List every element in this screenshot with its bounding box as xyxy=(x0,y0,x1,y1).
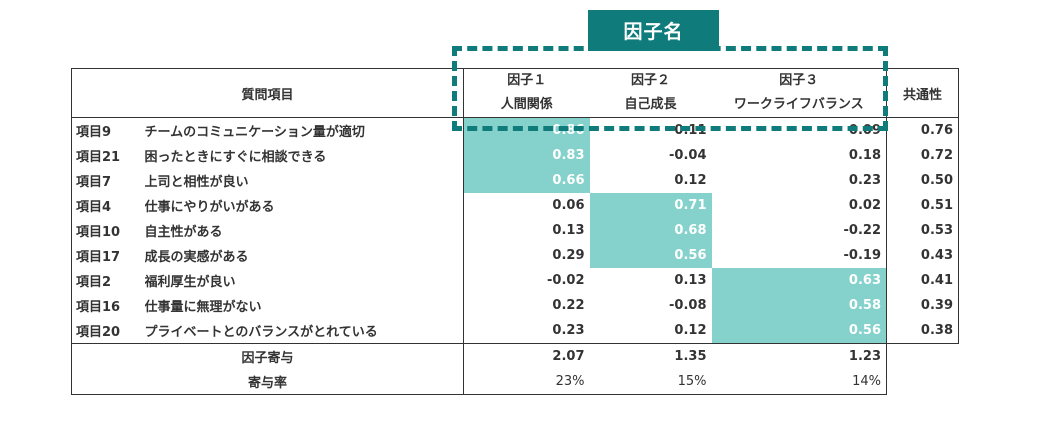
question-text: 困ったときにすぐに相談できる xyxy=(144,150,327,165)
item-code: 項目21 xyxy=(71,143,145,168)
factor2-contribution: 1.35 xyxy=(674,349,707,364)
factor2-name: 自己成長 xyxy=(624,97,677,112)
item-code: 項目4 xyxy=(71,193,145,218)
factor1-loading: 0.13 xyxy=(463,218,590,243)
table-row: 項目7 上司と相性が良い 0.66 0.12 0.23 0.50 xyxy=(71,168,959,193)
communality-value: 0.41 xyxy=(886,268,959,293)
question-text: 仕事量に無理がない xyxy=(144,300,262,315)
item-code: 項目2 xyxy=(71,268,145,293)
factor2-loading: -0.08 xyxy=(669,298,707,313)
factor1-contribution: 2.07 xyxy=(463,343,590,369)
communality-value: 0.43 xyxy=(886,243,959,268)
factor1-loading: 0.83 xyxy=(463,143,590,168)
contribution-row: 因子寄与 2.07 1.35 1.23 xyxy=(71,343,959,370)
factor3-header: 因子３ ワークライフバランス xyxy=(711,68,887,118)
factor1-label: 因子１ xyxy=(507,73,547,88)
factor1-header: 因子１ 人間関係 xyxy=(463,68,590,118)
ratio-row: 寄与率 23% 15% 14% xyxy=(71,369,959,395)
question-text: プライベートとのバランスがとれている xyxy=(144,318,464,344)
question-header: 質問項目 xyxy=(71,68,464,118)
factor2-loading: 0.68 xyxy=(589,218,712,243)
factor1-loading: 0.29 xyxy=(463,243,590,268)
communality-value: 0.51 xyxy=(886,193,959,218)
factor3-label: 因子３ xyxy=(779,73,819,88)
contribution-label: 因子寄与 xyxy=(71,343,464,369)
factor3-loading: 0.18 xyxy=(848,148,881,163)
table-row: 項目20 プライベートとのバランスがとれている 0.23 0.12 0.56 0… xyxy=(71,318,959,344)
factor-name-label: 因子名 xyxy=(588,10,719,51)
factor3-contribution: 1.23 xyxy=(711,343,887,369)
item-code: 項目9 xyxy=(71,117,145,143)
factor3-name: ワークライフバランス xyxy=(733,97,864,112)
factor-loading-table: 質問項目 因子１ 人間関係 因子２ 自己成長 因子３ ワークライフバランス 共通… xyxy=(71,68,959,395)
table-row: 項目9 チームのコミュニケーション量が適切 0.86 0.11 0.09 0.7… xyxy=(71,117,959,143)
factor3-loading: 0.56 xyxy=(711,318,887,344)
communality-value: 0.53 xyxy=(886,218,959,243)
communality-value: 0.50 xyxy=(886,168,959,193)
factor1-name: 人間関係 xyxy=(500,97,553,112)
factor2-ratio: 15% xyxy=(589,369,712,395)
factor3-loading: 0.58 xyxy=(711,293,887,318)
ratio-label: 寄与率 xyxy=(71,369,464,395)
table-row: 項目10 自主性がある 0.13 0.68 -0.22 0.53 xyxy=(71,218,959,243)
factor1-loading: 0.23 xyxy=(463,318,590,344)
item-code: 項目20 xyxy=(71,318,145,344)
item-code: 項目16 xyxy=(71,293,145,318)
communality-header: 共通性 xyxy=(886,68,959,118)
factor3-ratio: 14% xyxy=(711,369,887,395)
table-row: 項目4 仕事にやりがいがある 0.06 0.71 0.02 0.51 xyxy=(71,193,959,218)
factor2-loading: -0.04 xyxy=(669,148,707,163)
table-row: 項目2 福利厚生が良い -0.02 0.13 0.63 0.41 xyxy=(71,268,959,293)
table-row: 項目21 困ったときにすぐに相談できる 0.83 -0.04 0.18 0.72 xyxy=(71,143,959,168)
empty-cell xyxy=(887,369,959,395)
communality-value: 0.38 xyxy=(886,318,959,344)
factor3-loading: -0.19 xyxy=(843,248,881,263)
factor2-loading: 0.56 xyxy=(589,243,712,268)
factor3-loading: 0.02 xyxy=(848,198,881,213)
item-code: 項目10 xyxy=(71,218,145,243)
factor2-loading: 0.12 xyxy=(674,173,707,188)
factor2-loading: 0.71 xyxy=(589,193,712,218)
item-code: 項目17 xyxy=(71,243,145,268)
factor1-loading: -0.02 xyxy=(463,268,590,293)
factor3-loading: 0.63 xyxy=(711,268,887,293)
factor2-label: 因子２ xyxy=(630,73,670,88)
question-text: 福利厚生が良い xyxy=(144,275,236,290)
factor1-loading: 0.66 xyxy=(463,168,590,193)
factor2-loading: 0.11 xyxy=(674,123,707,138)
factor2-loading: 0.13 xyxy=(674,273,707,288)
factor3-loading: -0.22 xyxy=(843,223,881,238)
factor3-loading: 0.09 xyxy=(848,123,881,138)
factor2-loading: 0.12 xyxy=(589,318,712,344)
communality-value: 0.76 xyxy=(886,117,959,143)
factor2-header: 因子２ 自己成長 xyxy=(589,68,712,118)
factor1-loading: 0.22 xyxy=(463,293,590,318)
communality-value: 0.39 xyxy=(886,293,959,318)
communality-value: 0.72 xyxy=(886,143,959,168)
question-text: 成長の実感がある xyxy=(144,250,249,265)
table-row: 項目16 仕事量に無理がない 0.22 -0.08 0.58 0.39 xyxy=(71,293,959,318)
question-text: 上司と相性が良い xyxy=(144,175,249,190)
factor3-loading: 0.23 xyxy=(848,173,881,188)
question-text: チームのコミュニケーション量が適切 xyxy=(144,125,365,140)
table-header-row: 質問項目 因子１ 人間関係 因子２ 自己成長 因子３ ワークライフバランス 共通… xyxy=(71,68,959,118)
table-row: 項目17 成長の実感がある 0.29 0.56 -0.19 0.43 xyxy=(71,243,959,268)
item-code: 項目7 xyxy=(71,168,145,193)
factor1-loading: 0.86 xyxy=(463,117,590,143)
factor1-ratio: 23% xyxy=(463,369,590,395)
empty-cell xyxy=(887,344,959,370)
question-text: 自主性がある xyxy=(144,225,223,240)
factor1-loading: 0.06 xyxy=(463,193,590,218)
question-text: 仕事にやりがいがある xyxy=(144,200,275,215)
